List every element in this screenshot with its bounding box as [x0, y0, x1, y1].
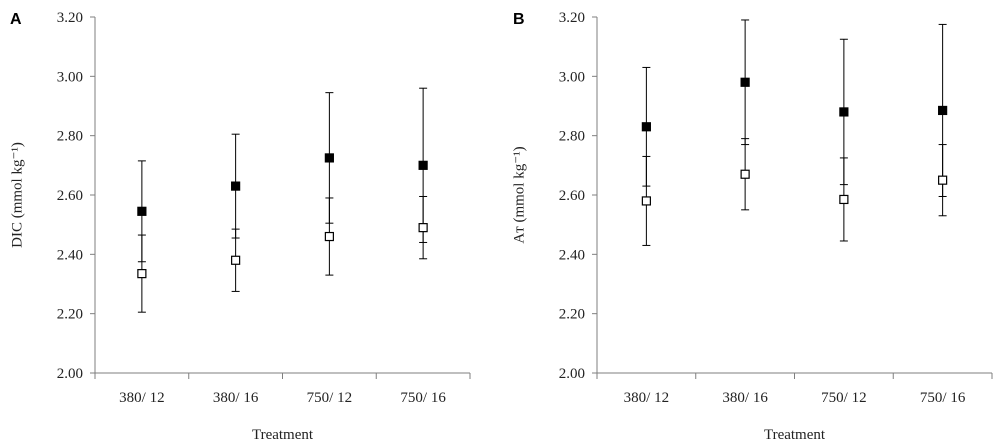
y-tick-label: 3.00: [57, 69, 83, 85]
y-axis-title: DIC (mmol kg⁻¹): [9, 142, 25, 248]
y-axis-title: Aᴛ (mmol kg⁻¹): [511, 146, 527, 243]
y-tick-label: 2.80: [559, 129, 585, 145]
y-tick-label: 2.40: [559, 247, 585, 263]
data-point-open: [418, 223, 428, 233]
data-point-filled: [641, 122, 651, 132]
x-tick-label: 380/ 16: [722, 390, 768, 406]
y-tick-label: 2.00: [559, 366, 585, 382]
y-tick-label: 2.40: [57, 247, 83, 263]
data-point-filled: [137, 206, 147, 216]
x-tick-label: 750/ 16: [400, 390, 446, 406]
x-axis-title: Treatment: [764, 427, 826, 443]
data-point-filled: [839, 107, 849, 117]
panel-letter: B: [513, 11, 525, 28]
y-tick-label: 3.00: [559, 69, 585, 85]
y-tick-label: 2.00: [57, 366, 83, 382]
x-tick-label: 750/ 12: [821, 390, 866, 406]
data-point-open: [839, 194, 849, 205]
panel-a: A 2.00 2.20 2.40 2.60 2.80 3.00 3.20 380/ 12 380/…: [9, 10, 471, 443]
x-tick-label: 750/ 16: [920, 390, 966, 406]
data-point-open: [938, 175, 948, 185]
panel-letter: A: [10, 11, 22, 28]
data-point-open: [324, 231, 334, 242]
data-point-open: [740, 169, 750, 179]
data-point-open: [641, 196, 651, 206]
x-tick-label: 380/ 12: [119, 390, 164, 406]
panel-b: B 2.00 2.20 2.40 2.60 2.80 3.00 3.20 380/ 12 380/…: [511, 10, 993, 443]
data-point-filled: [938, 105, 948, 116]
x-axis-title: Treatment: [252, 427, 314, 443]
y-tick-label: 3.20: [559, 10, 585, 26]
data-point-filled: [740, 77, 750, 87]
x-tick-label: 380/ 12: [624, 390, 669, 406]
y-tick-label: 2.20: [57, 307, 83, 323]
y-tick-label: 2.60: [57, 188, 83, 204]
data-point-open: [231, 255, 241, 265]
y-tick-label: 2.80: [57, 129, 83, 145]
x-tick-label: 750/ 12: [307, 390, 352, 406]
data-point-filled: [231, 181, 241, 191]
data-point-filled: [324, 153, 334, 163]
x-tick-label: 380/ 16: [213, 390, 259, 406]
data-point-filled: [418, 160, 428, 170]
data-point-open: [137, 269, 147, 279]
y-tick-label: 2.20: [559, 307, 585, 323]
y-tick-label: 3.20: [57, 10, 83, 26]
y-tick-label: 2.60: [559, 188, 585, 204]
